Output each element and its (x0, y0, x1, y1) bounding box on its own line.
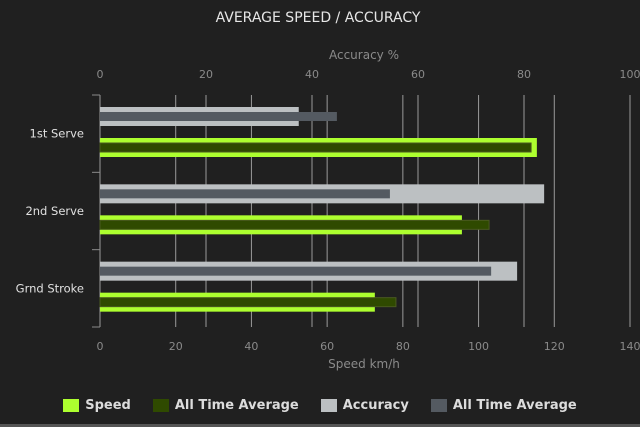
legend-label: All Time Average (452, 398, 577, 413)
category-label: Grnd Stroke (16, 281, 84, 295)
legend: Speed All Time Average Accuracy All Time… (0, 398, 640, 413)
top-axis-label: Accuracy % (329, 48, 399, 62)
bottom-tick-label: 120 (544, 340, 565, 353)
legend-item-speed[interactable]: Speed (63, 398, 131, 413)
category-label: 1st Serve (30, 127, 84, 141)
legend-label: Speed (85, 398, 131, 413)
speed-average-bar (99, 297, 397, 308)
legend-item-speed-average[interactable]: All Time Average (152, 398, 299, 413)
top-tick-label: 20 (199, 68, 213, 81)
chart: AVERAGE SPEED / ACCURACY Accuracy % Spee… (16, 10, 640, 371)
divider (0, 424, 640, 427)
bottom-tick-label: 40 (244, 340, 258, 353)
legend-swatch (430, 399, 447, 412)
chart-title: AVERAGE SPEED / ACCURACY (216, 10, 421, 26)
top-tick-label: 40 (305, 68, 319, 81)
bottom-axis-label: Speed km/h (328, 357, 400, 371)
bottom-tick-label: 140 (620, 340, 640, 353)
speed-average-bar (99, 219, 490, 230)
top-tick-label: 100 (620, 68, 640, 81)
bottom-tick-label: 20 (169, 340, 183, 353)
bottom-tick-label: 0 (97, 340, 104, 353)
bottom-tick-label: 80 (396, 340, 410, 353)
bottom-tick-label: 100 (468, 340, 489, 353)
top-tick-label: 80 (517, 68, 531, 81)
speed-average-bar (99, 142, 532, 153)
top-tick-label: 60 (411, 68, 425, 81)
legend-swatch (320, 399, 337, 412)
legend-label: All Time Average (174, 398, 299, 413)
accuracy-average-bar (100, 189, 390, 199)
legend-label: Accuracy (342, 398, 409, 413)
legend-swatch (152, 399, 169, 412)
legend-item-accuracy[interactable]: Accuracy (320, 398, 409, 413)
legend-item-accuracy-average[interactable]: All Time Average (430, 398, 577, 413)
accuracy-average-bar (100, 266, 492, 276)
category-label: 2nd Serve (25, 204, 84, 218)
top-tick-label: 0 (97, 68, 104, 81)
accuracy-average-bar (100, 112, 337, 121)
legend-swatch (63, 399, 80, 412)
bottom-tick-label: 60 (320, 340, 334, 353)
